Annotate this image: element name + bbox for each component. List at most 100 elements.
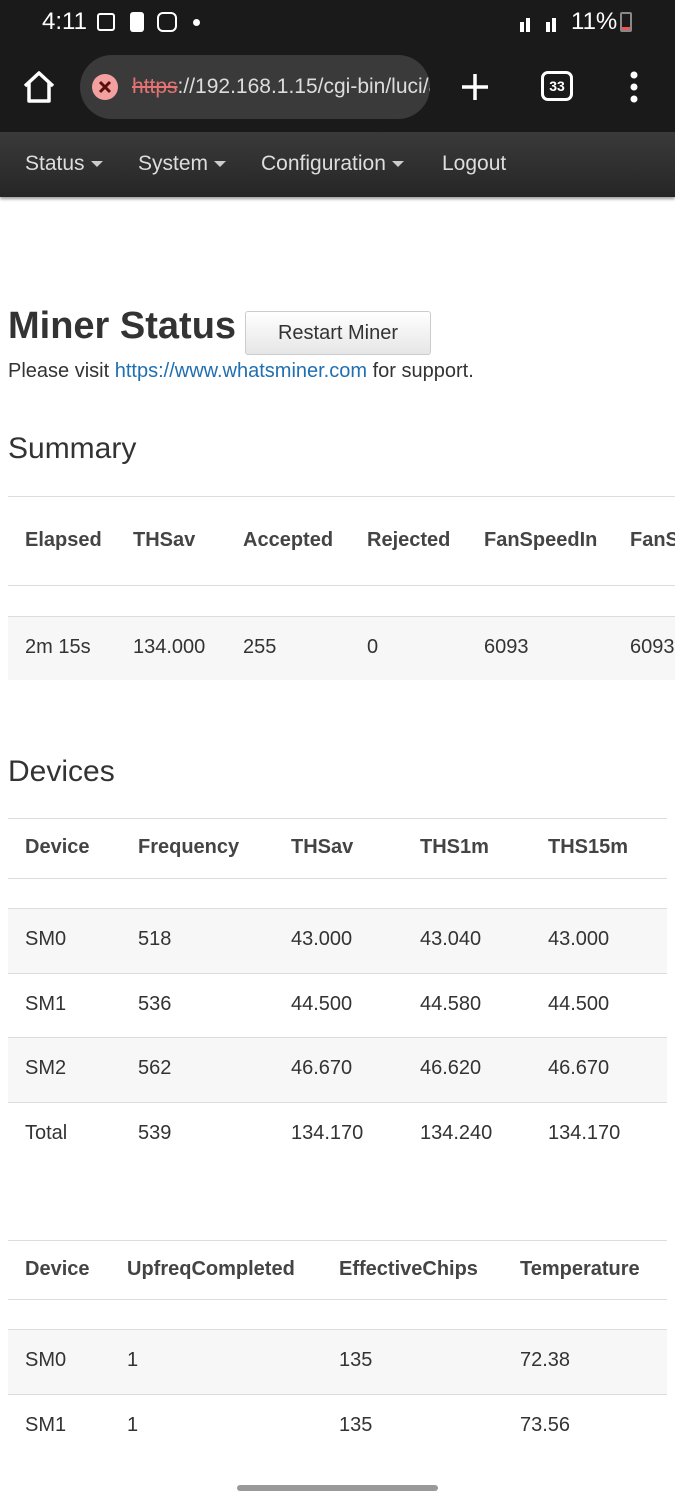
table-cell: 135 bbox=[339, 1349, 373, 1372]
column-header: Frequency bbox=[138, 836, 240, 858]
url-rest: ://192.168.1.15/cgi-bin/luci/a bbox=[177, 75, 430, 98]
table-row bbox=[8, 972, 667, 1037]
nav-bar: Status System Configuration Logout bbox=[0, 132, 675, 197]
table-cell: SM1 bbox=[25, 1413, 67, 1436]
nav-item[interactable]: Configuration bbox=[261, 152, 404, 176]
table-cell: 536 bbox=[138, 992, 172, 1015]
alert-icon bbox=[130, 12, 144, 32]
table-cell: 1 bbox=[127, 1349, 139, 1372]
table-row bbox=[8, 1393, 667, 1458]
battery-icon bbox=[620, 12, 632, 32]
instagram-icon bbox=[157, 12, 177, 32]
column-header: Accepted bbox=[243, 528, 334, 551]
column-header: EffectiveChips bbox=[339, 1257, 478, 1280]
data-table: Device Frequency THSav THS1m THS15m SM0 518 43.… bbox=[8, 818, 667, 1166]
table-cell: 43.000 bbox=[548, 928, 610, 951]
column-header: THS15m bbox=[548, 836, 629, 858]
section-title: Summary bbox=[8, 432, 137, 465]
nav-item[interactable]: System bbox=[138, 152, 227, 176]
table-cell: 6093 bbox=[484, 636, 529, 658]
column-header: Elapsed bbox=[25, 528, 102, 551]
table-cell: 0 bbox=[367, 636, 379, 658]
tabs-button[interactable]: 33 bbox=[541, 71, 573, 101]
clock: 4:11 bbox=[42, 8, 87, 35]
support-text: Please visit https://www.whatsminer.com … bbox=[8, 360, 474, 383]
nav-item[interactable]: Logout bbox=[442, 152, 507, 175]
signal-icons bbox=[460, 12, 560, 32]
table-cell: 43.040 bbox=[420, 928, 482, 951]
battery-percent: 11% bbox=[571, 8, 618, 35]
data-table: Device UpfreqCompleted EffectiveChips Tempe… bbox=[8, 1240, 667, 1458]
insecure-icon bbox=[92, 74, 118, 100]
table-cell: 43.000 bbox=[291, 928, 353, 951]
table-border bbox=[8, 585, 675, 586]
gesture-bar bbox=[237, 1485, 438, 1491]
table-row bbox=[8, 908, 667, 973]
nav-item[interactable]: Status bbox=[25, 152, 103, 176]
gallery-icon bbox=[97, 13, 115, 31]
nav-label: Status bbox=[25, 152, 85, 175]
table-row bbox=[8, 1037, 667, 1102]
table-row bbox=[8, 1329, 667, 1394]
support-link[interactable]: https://www.whatsminer.com bbox=[114, 360, 368, 382]
table-cell: Total bbox=[25, 1121, 68, 1144]
table-cell: 562 bbox=[138, 1057, 172, 1080]
url: https://192.168.1.15/cgi-bin/luci/a bbox=[132, 75, 430, 99]
table-cell: 134.170 bbox=[291, 1121, 364, 1144]
address-bar[interactable]: https://192.168.1.15/cgi-bin/luci/a bbox=[80, 55, 430, 119]
table-cell: 1 bbox=[127, 1413, 139, 1436]
table-cell: 46.670 bbox=[291, 1057, 353, 1080]
table-border bbox=[8, 1240, 667, 1241]
menu-button[interactable] bbox=[628, 71, 640, 103]
table-row bbox=[8, 616, 675, 680]
table-cell: 46.620 bbox=[420, 1057, 482, 1080]
column-header: Temperature bbox=[520, 1257, 640, 1280]
table-cell: 255 bbox=[243, 636, 277, 658]
table-row bbox=[8, 1101, 667, 1166]
table-cell: 44.500 bbox=[291, 992, 353, 1015]
column-header: FanS bbox=[630, 528, 675, 551]
column-header: THSav bbox=[133, 528, 196, 551]
table-border bbox=[8, 878, 667, 879]
column-header: THS1m bbox=[420, 836, 489, 858]
column-header: Device bbox=[25, 1257, 90, 1280]
dot-icon bbox=[193, 19, 200, 26]
table-cell: 2m 15s bbox=[25, 636, 91, 658]
table-cell: SM0 bbox=[25, 928, 67, 951]
column-header: FanSpeedIn bbox=[484, 528, 598, 551]
home-button[interactable] bbox=[22, 70, 56, 104]
support-prefix: Please visit bbox=[8, 360, 110, 382]
restart-button[interactable]: Restart Miner bbox=[245, 311, 431, 355]
table-cell: SM1 bbox=[25, 992, 67, 1015]
table-border bbox=[8, 818, 667, 819]
column-header: Rejected bbox=[367, 528, 451, 551]
table-cell: 135 bbox=[339, 1413, 373, 1436]
section-title: Devices bbox=[8, 755, 115, 788]
table-cell: SM0 bbox=[25, 1349, 67, 1372]
support-suffix: for support. bbox=[372, 360, 474, 382]
status-bar: 4:11 11% bbox=[0, 0, 675, 45]
table-border bbox=[8, 1299, 667, 1300]
table-cell: 518 bbox=[138, 928, 172, 951]
page-title: Miner Status bbox=[8, 305, 237, 347]
new-tab-button[interactable] bbox=[460, 72, 490, 102]
browser-toolbar: https://192.168.1.15/cgi-bin/luci/a 33 bbox=[0, 45, 675, 132]
nav-label: Configuration bbox=[261, 152, 386, 175]
table-cell: 44.580 bbox=[420, 992, 482, 1015]
table-cell: 134.000 bbox=[133, 636, 206, 658]
table-cell: 73.56 bbox=[520, 1413, 571, 1436]
url-scheme: https bbox=[132, 75, 178, 98]
table-cell: 539 bbox=[138, 1121, 172, 1144]
table-cell: SM2 bbox=[25, 1057, 67, 1080]
column-header: THSav bbox=[291, 836, 354, 858]
data-table: Elapsed THSav Accepted Rejected FanSpeedIn Fa… bbox=[8, 496, 675, 680]
table-cell: 72.38 bbox=[520, 1349, 571, 1372]
table-cell: 46.670 bbox=[548, 1057, 610, 1080]
table-cell: 134.240 bbox=[420, 1121, 493, 1144]
table-cell: 134.170 bbox=[548, 1121, 621, 1144]
table-cell: 44.500 bbox=[548, 992, 610, 1015]
nav-label: System bbox=[138, 152, 209, 175]
column-header: UpfreqCompleted bbox=[127, 1257, 295, 1280]
table-cell: 6093 bbox=[630, 636, 675, 658]
